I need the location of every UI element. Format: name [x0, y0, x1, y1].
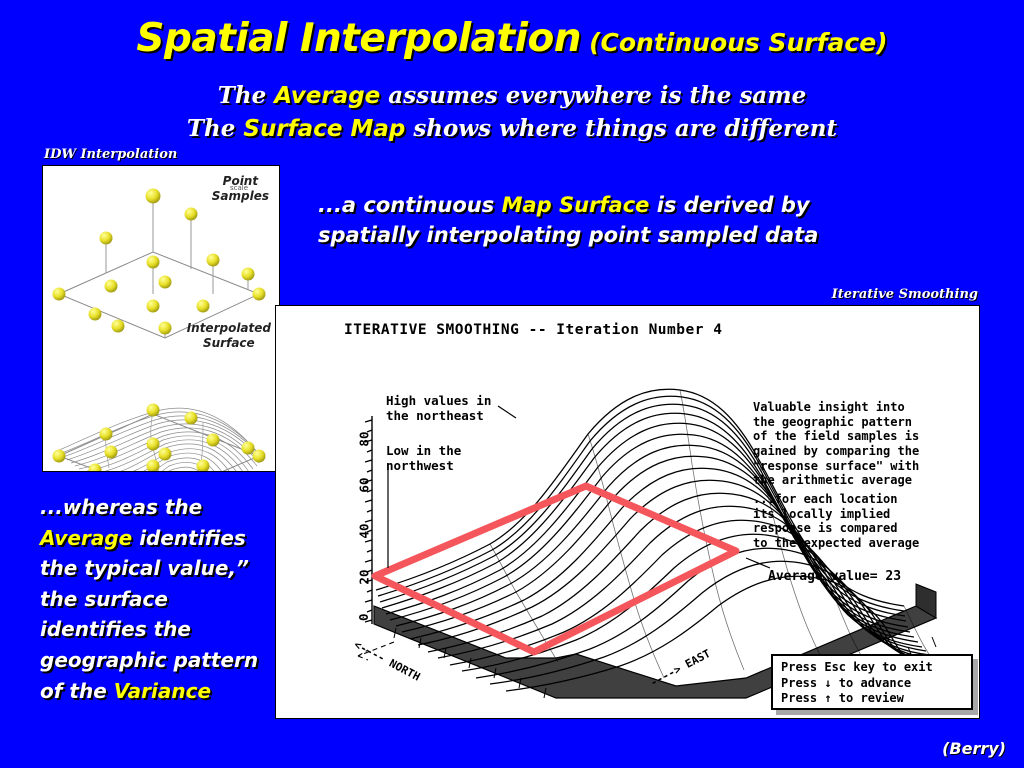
idw-label-point-samples: Point Samples: [211, 174, 269, 203]
bottom-left-description-text: ...whereas the Average identifies the ty…: [40, 492, 270, 706]
z-tick-60: 60: [356, 477, 372, 493]
subtitle-1-part-b: assumes everywhere is the same: [380, 82, 807, 109]
mid-description-text: ...a continuous Map Surface is derived b…: [318, 190, 918, 251]
mid-text-part-a: ...a continuous: [318, 193, 502, 217]
side-text-block-1: Valuable insight into the geographic pat…: [753, 400, 920, 488]
z-tick-40: 40: [356, 523, 372, 539]
z-tick-0: 0: [356, 613, 372, 622]
attribution-label: (Berry): [942, 739, 1006, 758]
page-title: Spatial Interpolation (Continuous Surface…: [0, 16, 1024, 61]
subtitle-1-highlight: Average: [274, 83, 381, 109]
z-tick-80: 80: [356, 431, 372, 447]
mid-text-highlight: Map Surface: [501, 193, 650, 217]
bl-text-part-b: identifies the typical value,” the surfa…: [40, 525, 259, 703]
annotation-low-values: Low in the northwest: [386, 443, 462, 473]
surface-point-spheres: [52, 403, 266, 471]
subtitle-line-2: The Surface Map shows where things are d…: [0, 115, 1024, 142]
bl-text-part-a: ...whereas the: [40, 495, 203, 519]
average-value-label: Average value= 23: [768, 569, 902, 584]
subtitle-line-1: The Average assumes everywhere is the sa…: [0, 82, 1024, 109]
key-instructions-box: Press Esc key to exit Press ↓ to advance…: [771, 654, 973, 710]
subtitle-2-highlight: Surface Map: [243, 116, 406, 142]
interpolated-surface-diagram: scale: [52, 403, 266, 471]
z-axis-tick-labels: 80 60 40 20 0: [338, 424, 372, 622]
title-sub-text: (Continuous Surface): [589, 28, 888, 57]
chart-panel-caption: Iterative Smoothing: [831, 287, 978, 302]
subtitle-2-part-a: The: [186, 115, 244, 142]
z-axis: [364, 416, 373, 624]
idw-diagram-svg: scale: [52, 184, 266, 471]
sample-point-spheres: [52, 188, 266, 335]
subtitle-2-part-b: shows where things are different: [405, 115, 838, 142]
annotation-leader-lines: [387, 405, 771, 569]
average-reference-plane: [371, 482, 740, 656]
z-tick-20: 20: [356, 569, 372, 585]
mid-text-part-b: is derived by spatially interpolating po…: [318, 193, 819, 248]
svg-text:scale: scale: [230, 184, 248, 192]
subtitle-1-part-a: The: [217, 82, 275, 109]
point-samples-diagram: scale: [52, 184, 266, 339]
surface-wireframe: [375, 388, 951, 692]
bl-text-highlight-average: Average: [40, 525, 133, 550]
idw-panel-caption: IDW Interpolation: [44, 147, 178, 162]
iterative-smoothing-chart-panel: ITERATIVE SMOOTHING -- Iteration Number …: [275, 305, 980, 719]
bl-text-highlight-variance: Variance: [113, 678, 212, 703]
title-main-text: Spatial Interpolation: [136, 16, 582, 61]
key-instructions-text: Press Esc key to exit Press ↓ to advance…: [781, 660, 933, 706]
annotation-high-values: High values in the northeast: [386, 393, 492, 423]
idw-label-interpolated-surface: Interpolated Surface: [186, 321, 271, 350]
side-text-block-2: ...for each location its locally implied…: [753, 492, 920, 550]
chart-title: ITERATIVE SMOOTHING -- Iteration Number …: [344, 322, 723, 338]
idw-interpolation-image-panel: scale: [42, 165, 280, 472]
